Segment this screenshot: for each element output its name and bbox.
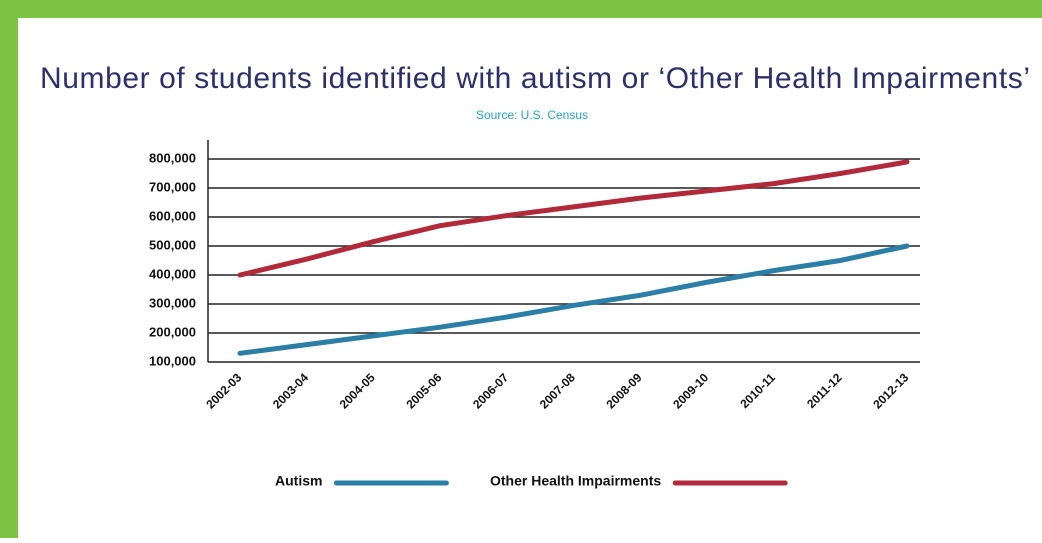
y-tick-label: 300,000 [149,295,196,310]
border-left [0,0,18,538]
chart-title: Number of students identified with autis… [40,62,1030,95]
y-tick-label: 400,000 [149,266,196,281]
y-tick-label: 600,000 [149,208,196,223]
y-tick-label: 800,000 [149,150,196,165]
series-line [237,243,910,356]
legend-label: Other Health Impairments [490,473,661,489]
y-tick-label: 500,000 [149,237,196,252]
chart-subtitle: Source: U.S. Census [476,108,588,122]
y-tick-label: 200,000 [149,324,196,339]
series-line [237,159,910,278]
y-tick-label: 700,000 [149,179,196,194]
legend-label: Autism [275,473,322,489]
y-tick-label: 100,000 [149,353,196,368]
border-top [0,0,1042,18]
